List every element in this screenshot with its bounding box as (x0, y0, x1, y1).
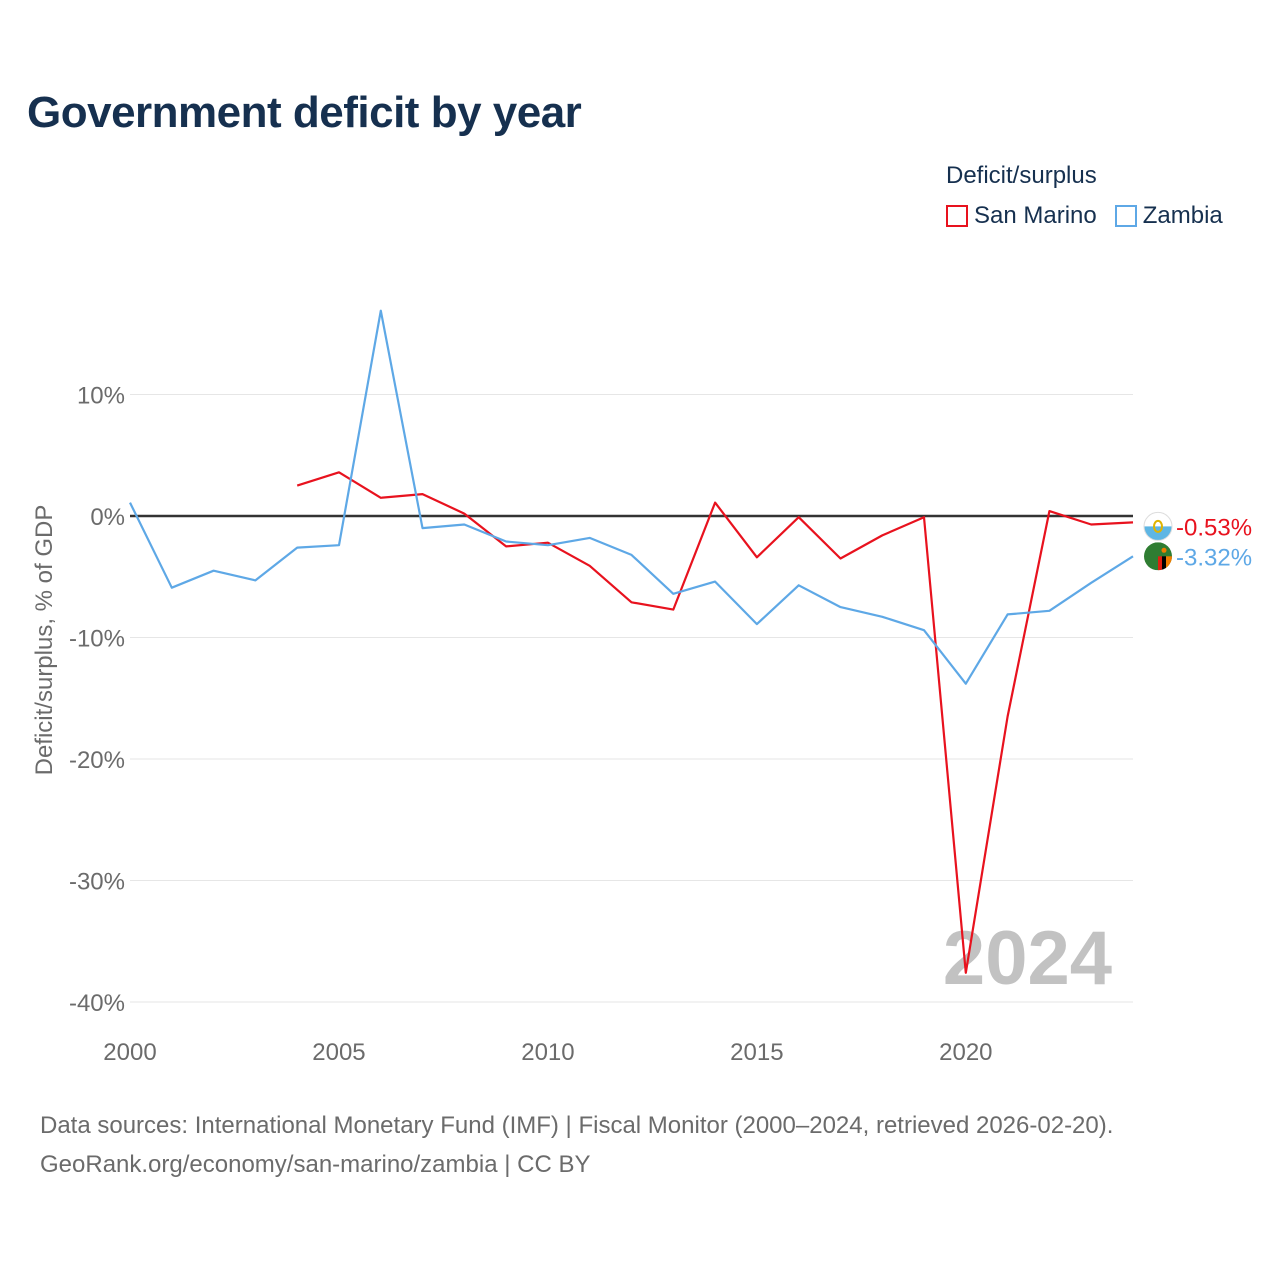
attribution-note[interactable]: GeoRank.org/economy/san-marino/zambia | … (40, 1151, 591, 1178)
end-label-san-marino: -0.53% (1176, 514, 1252, 541)
legend-item-zambia[interactable]: Zambia (1114, 202, 1223, 230)
x-tick-label: 2010 (521, 1039, 574, 1066)
gridlines (130, 394, 1133, 1003)
x-tick-label: 2000 (103, 1039, 156, 1066)
legend-items: San Marino Zambia (946, 202, 1266, 230)
x-axis: 2000 2005 2010 2015 2020 (103, 1039, 992, 1066)
x-tick-label: 2020 (939, 1039, 992, 1066)
y-tick-label: -40% (69, 990, 125, 1017)
line-chart: 10%0%-10%-20%-30%-40% 2000 2005 2010 2015 20… (31, 309, 1252, 1066)
data-source-note: Data sources: International Monetary Fun… (40, 1112, 1114, 1139)
footer: Data sources: International Monetary Fun… (40, 1106, 1113, 1184)
series-line-zambia[interactable] (129, 309, 1134, 685)
legend-swatch-zambia (1114, 205, 1137, 227)
san-marino-flag-icon (1143, 511, 1173, 541)
y-tick-label: -30% (69, 869, 125, 896)
y-tick-label: -20% (69, 747, 125, 774)
x-tick-label: 2015 (730, 1039, 783, 1066)
y-tick-label: 10% (77, 383, 125, 410)
page-title: Government deficit by year (27, 88, 582, 137)
end-labels: -0.53% -3.32% (1176, 514, 1252, 571)
legend-swatch-san-marino (946, 205, 968, 227)
end-markers (1143, 511, 1173, 571)
series-line-san-marino[interactable] (296, 471, 1134, 974)
legend-label-san-marino: San Marino (974, 202, 1097, 229)
legend: Deficit/surplus San Marino Zambia (946, 162, 1266, 230)
y-axis-label: Deficit/surplus, % of GDP (31, 505, 58, 776)
legend-item-san-marino[interactable]: San Marino (946, 202, 1097, 230)
y-tick-label: 0% (90, 504, 125, 531)
y-axis: 10% 0% -10% -20% -30% -40% (69, 383, 125, 1018)
legend-title: Deficit/surplus (946, 162, 1097, 189)
y-tick-label: -10% (69, 626, 125, 653)
zambia-flag-icon (1144, 542, 1172, 571)
x-tick-label: 2005 (312, 1039, 365, 1066)
end-label-zambia: -3.32% (1176, 544, 1252, 571)
year-watermark: 2024 (943, 916, 1112, 1001)
series-lines (129, 309, 1134, 974)
legend-label-zambia: Zambia (1142, 202, 1223, 229)
